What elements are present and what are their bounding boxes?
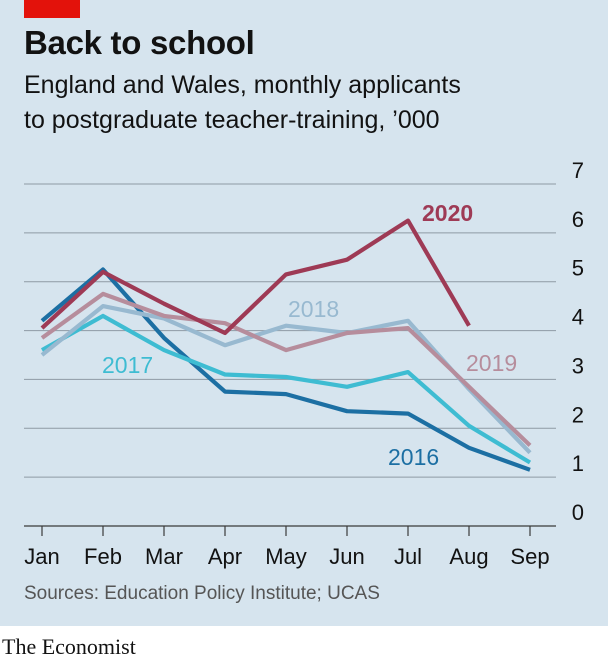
y-tick-label: 1	[572, 451, 584, 476]
x-tick-label: Feb	[84, 544, 122, 569]
source-note: Sources: Education Policy Institute; UCA…	[24, 583, 380, 604]
series-line-2017	[40, 313, 532, 465]
x-tick-label: Apr	[208, 544, 242, 569]
y-tick-label: 5	[572, 256, 584, 281]
gridlines	[24, 183, 556, 527]
y-axis-tick-labels: 0 1 2 3 4 5 6 7	[572, 158, 584, 525]
y-tick-label: 0	[572, 500, 584, 525]
series-label-2019: 2019	[466, 350, 517, 376]
series-label-2018: 2018	[288, 296, 339, 322]
line-chart: 0 1 2 3 4 5 6 7 Jan Feb Mar Apr May Jun Jul Aug Sep 201…	[24, 158, 584, 569]
chart-subtitle: England and Wales, monthly applicants to…	[24, 68, 461, 138]
y-tick-label: 7	[572, 158, 584, 183]
x-tick-label: Sep	[510, 544, 549, 569]
series-label-2020: 2020	[422, 200, 473, 226]
chart-panel	[0, 0, 608, 626]
x-axis-tick-labels: Jan Feb Mar Apr May Jun Jul Aug Sep	[24, 526, 550, 569]
x-tick-label: Mar	[145, 544, 183, 569]
y-tick-label: 2	[572, 402, 584, 427]
y-tick-label: 3	[572, 353, 584, 378]
chart-title: Back to school	[24, 24, 255, 61]
series-label-2016: 2016	[388, 444, 439, 470]
x-tick-label: May	[265, 544, 307, 569]
series-line-2019	[40, 291, 532, 447]
series-labels: 2016 2017 2018 2019 2020	[102, 200, 517, 470]
series-label-2017: 2017	[102, 352, 153, 378]
y-tick-label: 6	[572, 207, 584, 232]
subtitle-line-2: to postgraduate teacher-training, ’000	[24, 106, 440, 134]
series-line-2020	[40, 218, 471, 336]
brand-logo-text: The Economist	[2, 634, 136, 659]
x-tick-label: Jul	[394, 544, 422, 569]
x-tick-label: Jan	[24, 544, 59, 569]
x-tick-label: Aug	[449, 544, 488, 569]
series-line-2016	[40, 267, 531, 472]
y-tick-label: 4	[572, 305, 584, 330]
x-tick-label: Jun	[329, 544, 364, 569]
series-lines	[40, 218, 532, 472]
brand-accent-tab	[24, 0, 80, 18]
subtitle-line-1: England and Wales, monthly applicants	[24, 71, 461, 99]
